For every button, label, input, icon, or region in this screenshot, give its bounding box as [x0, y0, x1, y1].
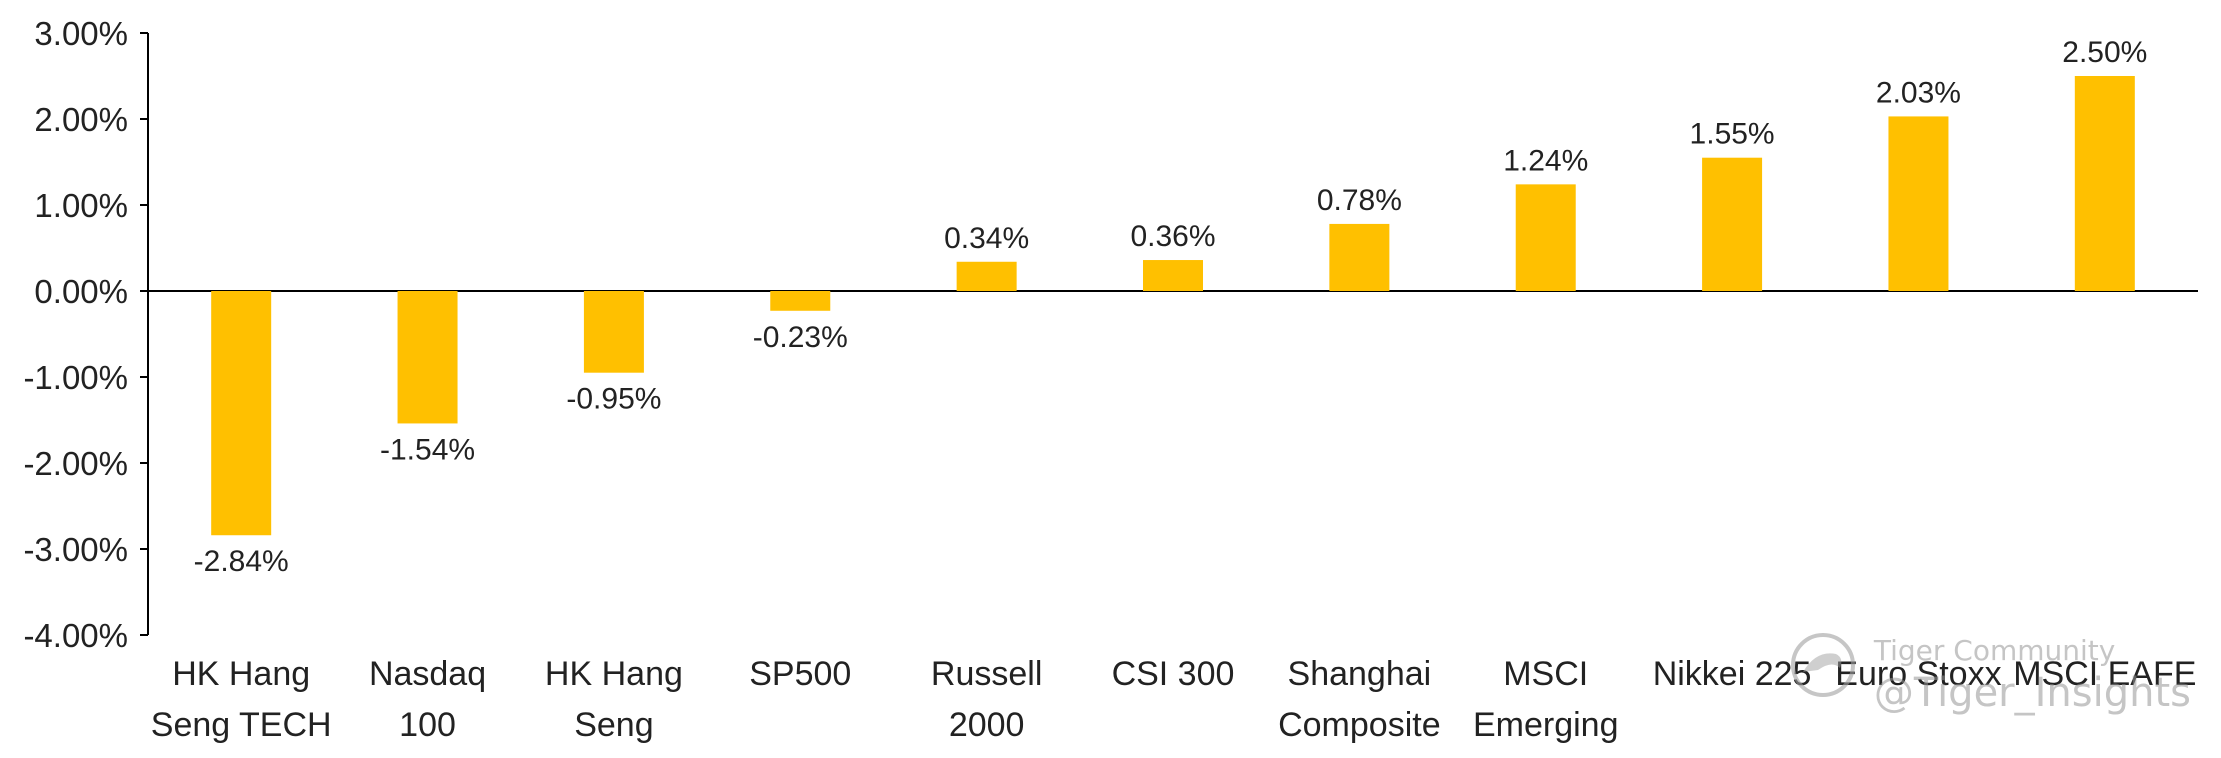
- bar: [1515, 184, 1576, 291]
- bar: [956, 261, 1017, 291]
- category-label-line: Russell: [931, 655, 1042, 693]
- category-label-line: SP500: [749, 655, 851, 693]
- bar: [1888, 116, 1949, 291]
- y-tick-label: -3.00%: [23, 531, 128, 568]
- bar: [2074, 76, 2135, 291]
- category-label-line: Nasdaq: [369, 655, 486, 693]
- bar: [1329, 223, 1390, 291]
- data-label: -0.95%: [566, 383, 661, 416]
- bar: [211, 291, 272, 536]
- data-label: 0.78%: [1317, 184, 1402, 217]
- category-label: Russell 2000: [931, 655, 1042, 744]
- axes: 3.00% 2.00% 1.00% 0.00% -1.00% -2.00% -3.00% -4…: [23, 15, 2198, 654]
- category-label-line: HK Hang: [545, 655, 683, 693]
- bar: [397, 291, 458, 424]
- category-label: MSCI Emerging: [1473, 655, 1619, 744]
- category-label-line: Seng: [574, 706, 653, 744]
- data-label: -1.54%: [380, 433, 475, 466]
- labels: -2.84% HK Hang Seng TECH -1.54% Nasdaq 100 -0.…: [151, 36, 2197, 744]
- bar: [583, 291, 644, 373]
- category-label-line: 100: [399, 706, 456, 744]
- category-label: HK Hang Seng: [545, 655, 683, 744]
- data-label: -2.84%: [194, 545, 289, 578]
- category-label: SP500: [749, 655, 851, 693]
- category-label-line: Euro Stoxx: [1835, 655, 2001, 693]
- y-tick-label: 3.00%: [34, 15, 128, 52]
- data-label: 1.24%: [1503, 144, 1588, 177]
- category-label: Nikkei 225: [1653, 655, 1812, 693]
- bar: [770, 291, 831, 311]
- data-label: 2.50%: [2062, 36, 2147, 69]
- bar: [1143, 260, 1203, 291]
- data-label: 2.03%: [1876, 76, 1961, 109]
- data-label: 0.34%: [944, 222, 1029, 255]
- category-label-line: Shanghai: [1288, 655, 1432, 693]
- y-tick-label: -2.00%: [23, 445, 128, 482]
- category-label-line: HK Hang: [172, 655, 310, 693]
- data-label: 0.36%: [1130, 220, 1215, 253]
- category-label: Shanghai Composite: [1278, 655, 1441, 744]
- category-label-line: Emerging: [1473, 706, 1619, 744]
- category-label-line: MSCI EAFE: [2013, 655, 2196, 693]
- y-tick-label: -1.00%: [23, 359, 128, 396]
- category-label-line: 2000: [949, 706, 1025, 744]
- category-label-line: Composite: [1278, 706, 1441, 744]
- y-tick-label: 2.00%: [34, 101, 128, 138]
- y-tick-label: -4.00%: [23, 617, 128, 654]
- category-label-line: Seng TECH: [151, 706, 332, 744]
- category-label: Nasdaq 100: [369, 655, 486, 744]
- category-label: CSI 300: [1112, 655, 1235, 693]
- y-tick-label: 0.00%: [34, 273, 128, 310]
- data-label: 1.55%: [1690, 118, 1775, 151]
- y-tick-label: 1.00%: [34, 187, 128, 224]
- category-label: MSCI EAFE: [2013, 655, 2196, 693]
- category-label: HK Hang Seng TECH: [151, 655, 332, 744]
- category-label-line: MSCI: [1503, 655, 1588, 693]
- data-label: -0.23%: [753, 321, 848, 354]
- bar: [1702, 157, 1763, 291]
- bars: [211, 76, 2135, 536]
- category-label: Euro Stoxx: [1835, 655, 2001, 693]
- category-label-line: CSI 300: [1112, 655, 1235, 693]
- category-label-line: Nikkei 225: [1653, 655, 1812, 693]
